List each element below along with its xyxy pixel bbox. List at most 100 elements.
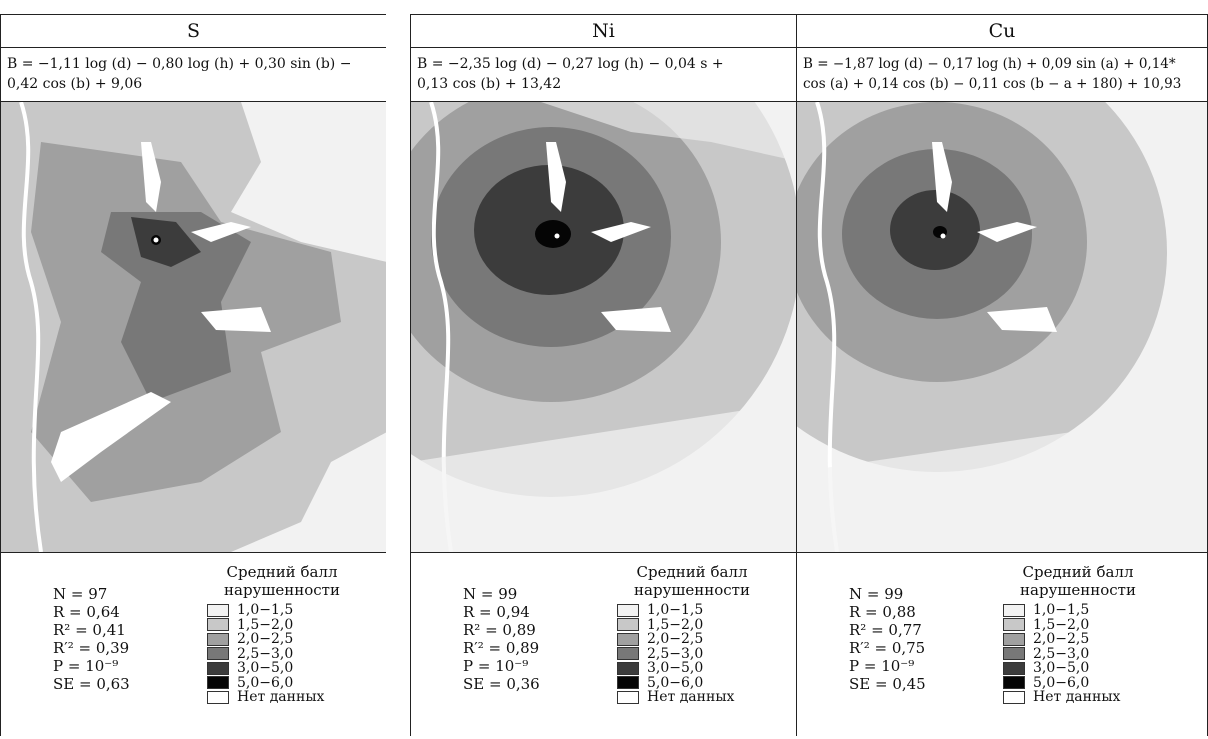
- stat-r2: R² = 0,89: [463, 621, 536, 639]
- disturbance-map-cu: [797, 102, 1207, 553]
- stat-r2: R² = 0,41: [53, 621, 126, 639]
- legend-item: 2,0−2,5: [1003, 632, 1120, 647]
- formula-line-2: cos (a) + 0,14 cos (b) − 0,11 cos (b − a…: [803, 76, 1182, 92]
- stat-n: N = 99: [849, 585, 904, 603]
- legend-item: 5,0−6,0: [207, 676, 324, 691]
- legend-swatch: [1003, 661, 1025, 675]
- legend-title-line-2: нарушенности: [1020, 581, 1136, 599]
- legend-label: 2,5−3,0: [647, 645, 704, 662]
- legend-title: Средний балл нарушенности: [617, 563, 767, 599]
- legend-item: 3,0−5,0: [207, 661, 324, 676]
- legend-item: Нет данных: [617, 690, 734, 705]
- legend-label: Нет данных: [1033, 689, 1121, 706]
- legend-swatch: [207, 676, 229, 690]
- stat-r2adj: R′² = 0,75: [849, 639, 926, 657]
- legend-swatch: [617, 632, 639, 646]
- panel-s: S B = −1,11 log (d) − 0,80 log (h) + 0,3…: [0, 14, 386, 736]
- stat-se: SE = 0,63: [53, 675, 130, 693]
- legend-swatch: [617, 647, 639, 661]
- disturbance-map-ni: [411, 102, 796, 553]
- panel-ni: Ni B = −2,35 log (d) − 0,27 log (h) − 0,…: [410, 14, 796, 736]
- formula-line-1: B = −1,11 log (d) − 0,80 log (h) + 0,30 …: [7, 56, 352, 72]
- stat-r: R = 0,94: [463, 603, 530, 621]
- legend-swatch: [617, 676, 639, 690]
- legend-label: Нет данных: [237, 689, 325, 706]
- regression-formula: B = −2,35 log (d) − 0,27 log (h) − 0,04 …: [411, 48, 796, 102]
- stat-r: R = 0,64: [53, 603, 120, 621]
- legend-item: 5,0−6,0: [617, 676, 734, 691]
- stat-r2adj: R′² = 0,39: [53, 639, 130, 657]
- stat-n: N = 99: [463, 585, 518, 603]
- legend-swatch: [207, 690, 229, 704]
- legend-item: Нет данных: [207, 690, 324, 705]
- regression-formula: B = −1,87 log (d) − 0,17 log (h) + 0,09 …: [797, 48, 1207, 102]
- legend-label: 1,5−2,0: [237, 616, 294, 633]
- legend-item: 2,0−2,5: [617, 632, 734, 647]
- legend-swatch: [617, 603, 639, 617]
- legend-swatch: [207, 647, 229, 661]
- legend: 1,0−1,5 1,5−2,0 2,0−2,5 2,5−3,0 3,0−5,0 …: [617, 603, 734, 705]
- legend-title-line-1: Средний балл: [1022, 563, 1134, 581]
- legend-item: 1,5−2,0: [1003, 618, 1120, 633]
- legend-title: Средний балл нарушенности: [207, 563, 357, 599]
- panel-title: Cu: [797, 14, 1207, 48]
- legend-swatch: [617, 690, 639, 704]
- legend-title-line-2: нарушенности: [634, 581, 750, 599]
- legend: 1,0−1,5 1,5−2,0 2,0−2,5 2,5−3,0 3,0−5,0 …: [1003, 603, 1120, 705]
- stat-p: P = 10⁻⁹: [463, 657, 529, 675]
- legend-item: 1,5−2,0: [617, 618, 734, 633]
- legend-item: Нет данных: [1003, 690, 1120, 705]
- legend-label: 5,0−6,0: [237, 674, 294, 691]
- legend-swatch: [1003, 603, 1025, 617]
- legend-label: 2,5−3,0: [237, 645, 294, 662]
- legend-item: 2,0−2,5: [207, 632, 324, 647]
- legend-item: 1,0−1,5: [1003, 603, 1120, 618]
- legend-item: 1,5−2,0: [207, 618, 324, 633]
- model-stats: N = 97 R = 0,64 R² = 0,41 R′² = 0,39 P =…: [53, 585, 130, 693]
- legend-label: 5,0−6,0: [1033, 674, 1090, 691]
- model-stats: N = 99 R = 0,94 R² = 0,89 R′² = 0,89 P =…: [463, 585, 540, 693]
- legend-item: 1,0−1,5: [207, 603, 324, 618]
- legend-item: 2,5−3,0: [1003, 647, 1120, 662]
- legend-swatch: [1003, 690, 1025, 704]
- legend-item: 3,0−5,0: [617, 661, 734, 676]
- legend-swatch: [207, 618, 229, 632]
- legend-title-line-2: нарушенности: [224, 581, 340, 599]
- panel-stats-legend: N = 99 R = 0,94 R² = 0,89 R′² = 0,89 P =…: [411, 553, 796, 739]
- panel-title: Ni: [411, 14, 796, 48]
- panel-cu: Cu B = −1,87 log (d) − 0,17 log (h) + 0,…: [796, 14, 1208, 736]
- legend-swatch: [617, 618, 639, 632]
- legend-label: 2,0−2,5: [237, 631, 294, 648]
- stat-se: SE = 0,45: [849, 675, 926, 693]
- legend-label: 2,0−2,5: [647, 631, 704, 648]
- regression-formula: B = −1,11 log (d) − 0,80 log (h) + 0,30 …: [1, 48, 386, 102]
- legend-label: 3,0−5,0: [1033, 660, 1090, 677]
- legend-label: 2,0−2,5: [1033, 631, 1090, 648]
- formula-line-2: 0,13 cos (b) + 13,42: [417, 76, 562, 92]
- panel-stats-legend: N = 99 R = 0,88 R² = 0,77 R′² = 0,75 P =…: [797, 553, 1207, 739]
- legend-swatch: [1003, 632, 1025, 646]
- legend-label: 2,5−3,0: [1033, 645, 1090, 662]
- legend-item: 2,5−3,0: [207, 647, 324, 662]
- legend-label: 3,0−5,0: [237, 660, 294, 677]
- legend-label: 1,0−1,5: [1033, 602, 1090, 619]
- stat-p: P = 10⁻⁹: [849, 657, 915, 675]
- legend-label: 3,0−5,0: [647, 660, 704, 677]
- formula-line-2: 0,42 cos (b) + 9,06: [7, 76, 143, 92]
- panel-stats-legend: N = 97 R = 0,64 R² = 0,41 R′² = 0,39 P =…: [1, 553, 386, 739]
- legend-label: 1,0−1,5: [647, 602, 704, 619]
- legend-item: 2,5−3,0: [617, 647, 734, 662]
- legend-label: 1,5−2,0: [647, 616, 704, 633]
- stat-r2adj: R′² = 0,89: [463, 639, 540, 657]
- formula-line-1: B = −1,87 log (d) − 0,17 log (h) + 0,09 …: [803, 56, 1176, 72]
- legend-swatch: [1003, 618, 1025, 632]
- stat-p: P = 10⁻⁹: [53, 657, 119, 675]
- stat-n: N = 97: [53, 585, 108, 603]
- model-stats: N = 99 R = 0,88 R² = 0,77 R′² = 0,75 P =…: [849, 585, 926, 693]
- legend-swatch: [1003, 676, 1025, 690]
- legend-swatch: [617, 661, 639, 675]
- panel-title: S: [1, 14, 386, 48]
- disturbance-map-s: [1, 102, 386, 553]
- legend-swatch: [207, 632, 229, 646]
